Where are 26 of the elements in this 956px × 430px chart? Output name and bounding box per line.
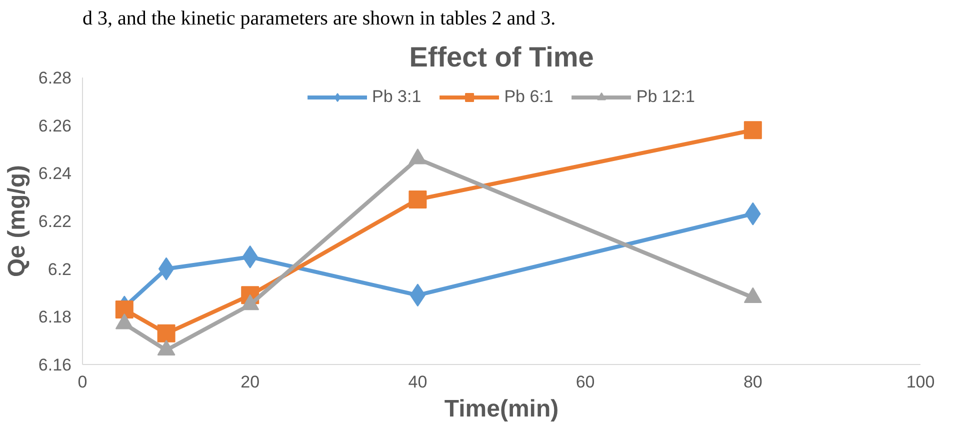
y-tick-label: 6.2 bbox=[48, 260, 72, 279]
y-axis-title: Qe (mg/g) bbox=[3, 165, 30, 277]
point bbox=[410, 284, 426, 307]
legend-label: Pb 3:1 bbox=[372, 87, 422, 107]
point bbox=[157, 324, 176, 342]
x-axis-title: Time(min) bbox=[444, 396, 559, 422]
y-tick-label: 6.24 bbox=[38, 164, 72, 184]
y-tick-label: 6.22 bbox=[38, 212, 72, 231]
point bbox=[408, 190, 427, 208]
x-tick-label: 20 bbox=[240, 372, 260, 392]
y-tick-label: 6.28 bbox=[38, 68, 72, 88]
point bbox=[744, 121, 762, 140]
x-tick-label: 0 bbox=[78, 372, 88, 392]
x-tick-label: 100 bbox=[906, 372, 935, 392]
y-tick-label: 6.18 bbox=[38, 308, 72, 327]
y-tick-label: 6.26 bbox=[38, 116, 72, 136]
y-tick-label: 6.16 bbox=[38, 356, 72, 374]
chart-title: Effect of Time bbox=[409, 42, 594, 72]
x-tick-label: 60 bbox=[576, 372, 595, 392]
x-tick-label: 40 bbox=[408, 372, 428, 392]
text: d 3, and the kinetic parameters are shown in tables 2 and 3. bbox=[82, 8, 556, 30]
x-tick-label: 80 bbox=[743, 372, 762, 392]
legend-label: Pb 6:1 bbox=[504, 87, 554, 107]
point bbox=[115, 300, 134, 318]
point bbox=[158, 257, 174, 280]
legend-label: Pb 12:1 bbox=[636, 87, 695, 107]
